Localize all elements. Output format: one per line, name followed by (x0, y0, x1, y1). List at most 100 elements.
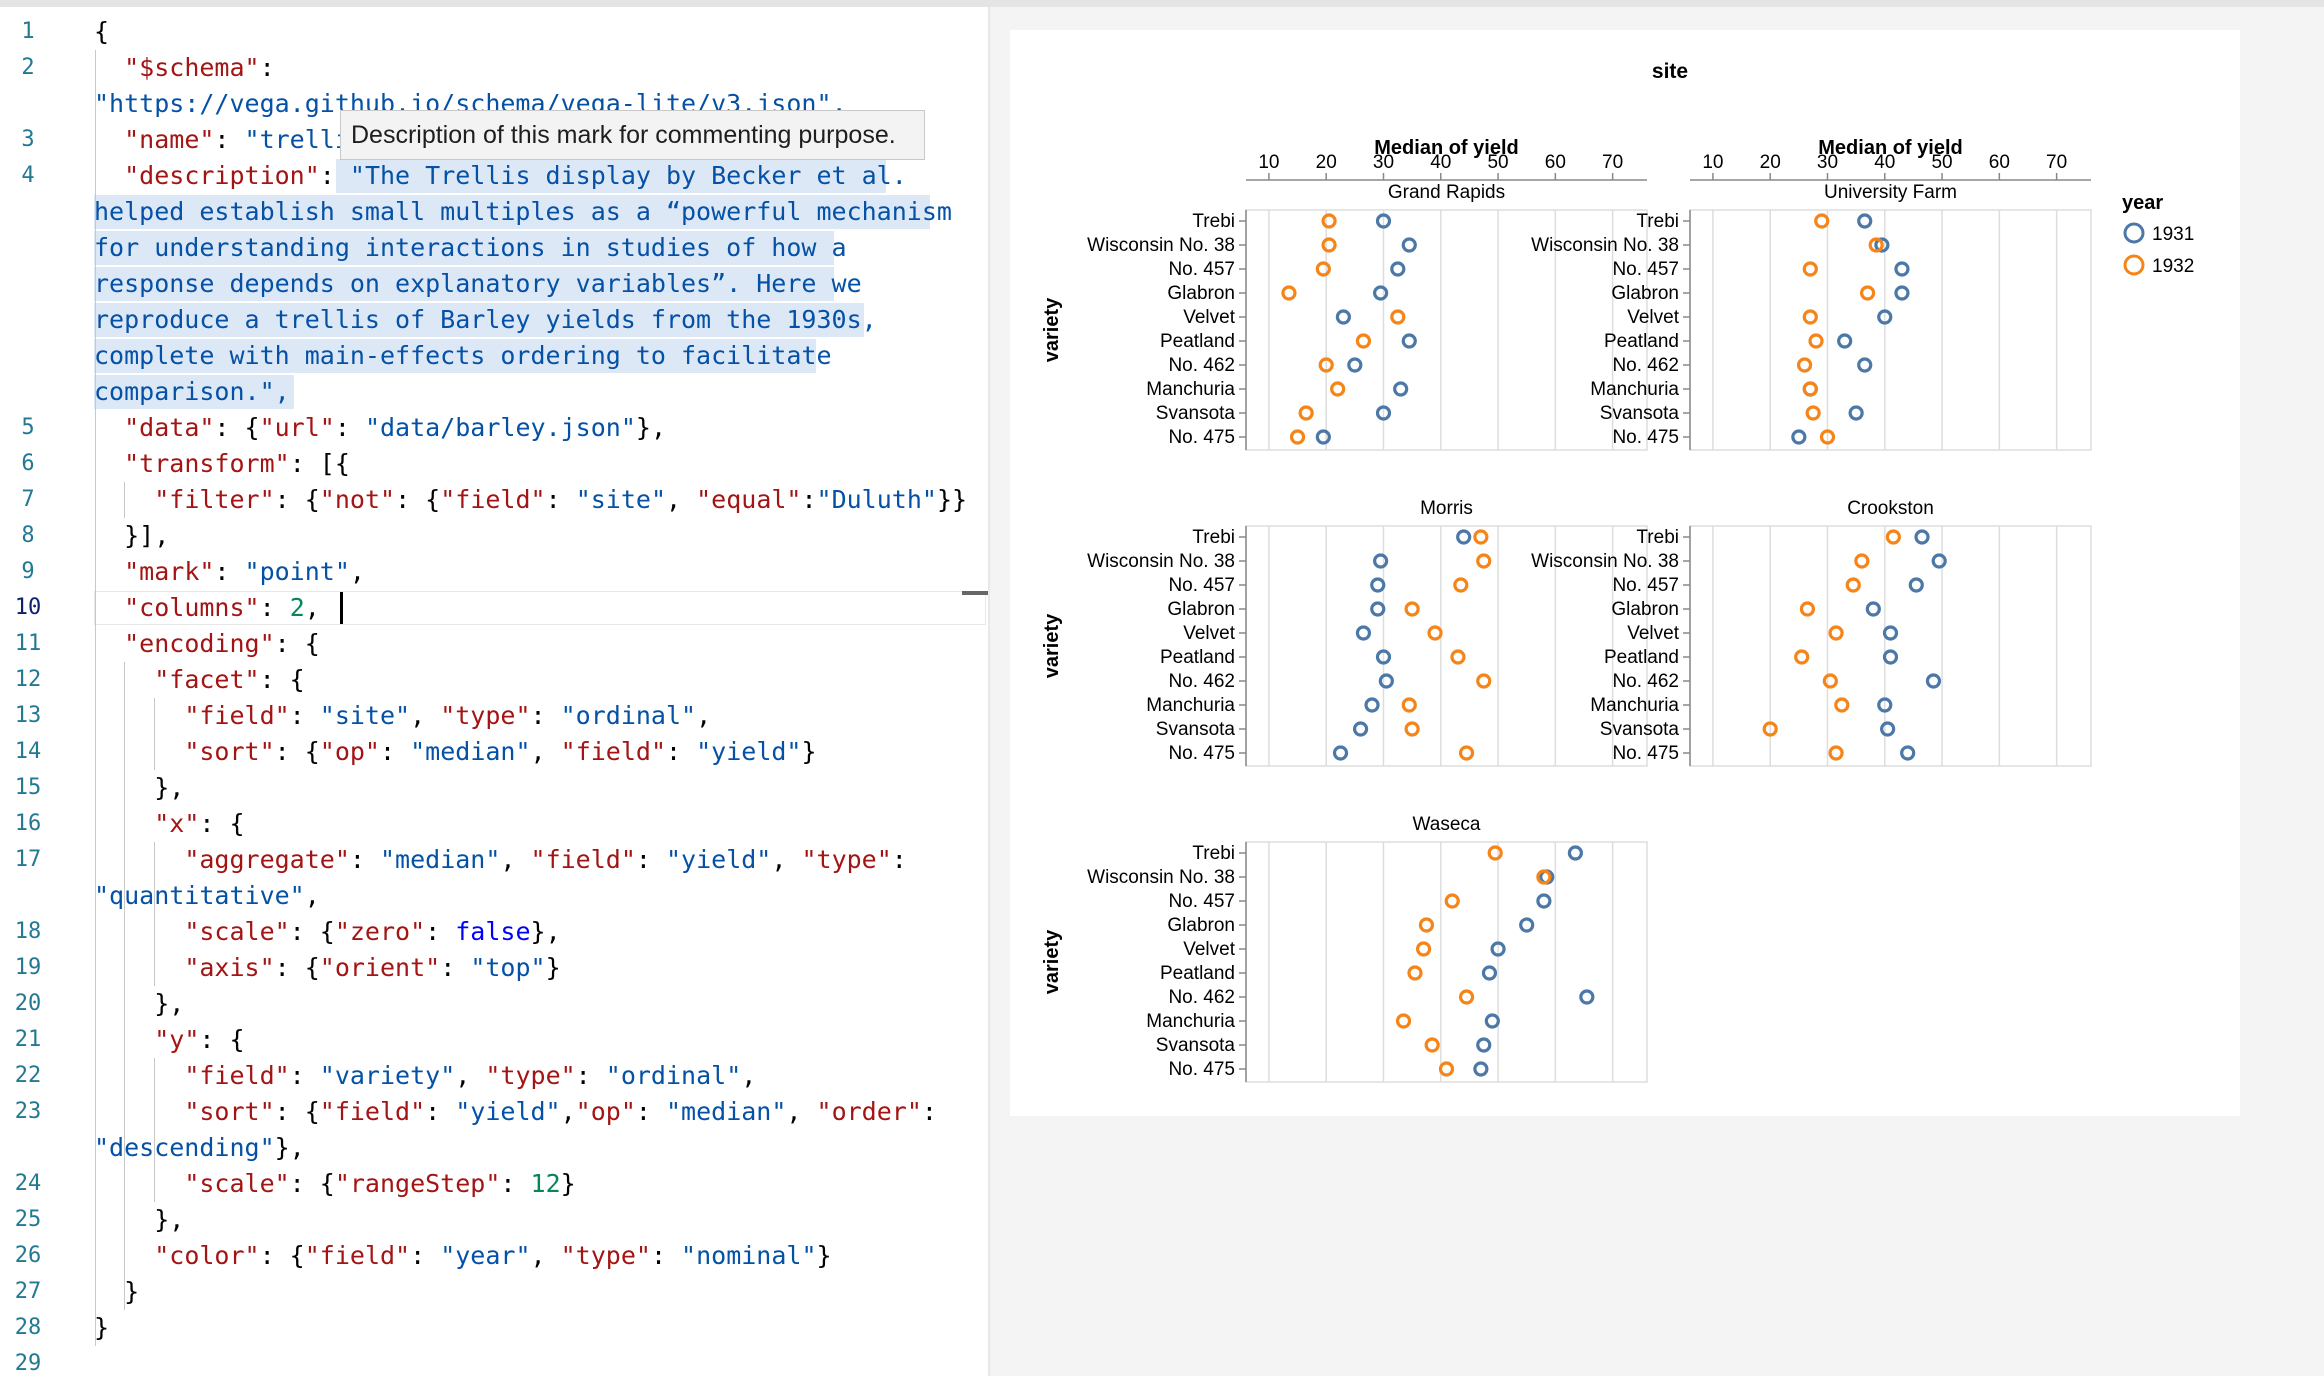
line-number: 12 (14, 667, 42, 692)
y-tick-label: No. 462 (1168, 987, 1235, 1008)
y-tick-label: Wisconsin No. 38 (1087, 235, 1235, 256)
data-point-1932 (1828, 625, 1844, 641)
data-point-1932 (1868, 237, 1884, 253)
code-line-19[interactable]: "axis": {"orient": "top"} (184, 953, 561, 982)
y-axis-title: variety (1041, 929, 1063, 994)
selection-highlight (94, 195, 930, 229)
data-point-1931 (1567, 845, 1583, 861)
code-line-22[interactable]: "field": "variety", "type": "ordinal", (184, 1061, 757, 1090)
data-point-1931 (1352, 721, 1369, 737)
code-line-4-wrap[interactable]: complete with main-effects ordering to f… (94, 341, 832, 370)
code-line-28[interactable]: } (94, 1313, 110, 1342)
selection-highlight (94, 267, 834, 301)
indent-guide (95, 50, 96, 122)
data-point-1932 (1330, 381, 1346, 397)
legend-label: 1931 (2152, 224, 2194, 245)
code-line-11[interactable]: "encoding": { (124, 629, 320, 658)
data-point-1932 (1802, 261, 1818, 277)
y-tick-label: Wisconsin No. 38 (1531, 551, 1679, 572)
code-line-27[interactable]: } (124, 1277, 140, 1306)
code-line-6[interactable]: "transform": [{ (124, 449, 350, 478)
x-tick-label: 50 (1931, 152, 1952, 173)
code-line-20[interactable]: }, (94, 989, 185, 1018)
code-line-8[interactable]: }], (124, 521, 170, 550)
x-tick-label: 20 (1760, 152, 1781, 173)
line-number: 28 (14, 1315, 42, 1340)
y-tick-label: Glabron (1611, 283, 1679, 304)
line-number: 27 (14, 1279, 42, 1304)
code-line-4-wrap[interactable]: helped establish small multiples as a “p… (94, 197, 952, 226)
code-line-4-wrap[interactable]: response depends on explanatory variable… (94, 269, 862, 298)
data-point-1931 (1375, 213, 1392, 229)
data-point-1932 (1458, 989, 1475, 1005)
code-line-14[interactable]: "sort": {"op": "median", "field": "yield… (184, 737, 817, 766)
data-point-1931 (1874, 237, 1890, 253)
data-point-1932 (1424, 1037, 1440, 1053)
data-point-1931 (1393, 381, 1409, 397)
data-point-1932 (1828, 745, 1844, 761)
data-point-1931 (1476, 1037, 1492, 1053)
y-tick-label: Trebi (1192, 527, 1235, 548)
code-line-10[interactable]: "columns": 2, (124, 593, 320, 622)
selection-highlight (336, 159, 886, 193)
line-number: 19 (14, 955, 42, 980)
line-number: 13 (14, 703, 42, 728)
code-line-26[interactable]: "color": {"field": "year", "type": "nomi… (154, 1241, 832, 1270)
line-number: 21 (14, 1027, 42, 1052)
code-line-12[interactable]: "facet": { (154, 665, 305, 694)
code-line-4-wrap[interactable]: reproduce a trellis of Barley yields fro… (94, 305, 877, 334)
line-number: 7 (21, 487, 35, 512)
code-line-17-wrap[interactable]: "quantitative", (94, 881, 320, 910)
code-line-4-wrap[interactable]: comparison.", (94, 377, 290, 406)
code-line-1[interactable]: { (94, 17, 110, 46)
line-number: 16 (14, 811, 42, 836)
data-point-1932 (1802, 309, 1818, 325)
data-point-1931 (1865, 601, 1881, 617)
y-tick-label: Glabron (1611, 599, 1679, 620)
code-line-25[interactable]: }, (94, 1205, 185, 1234)
x-tick-label: 40 (1874, 152, 1895, 173)
code-line-23-wrap[interactable]: "descending"}, (94, 1133, 305, 1162)
y-tick-label: Trebi (1192, 843, 1235, 864)
code-line-17[interactable]: "aggregate": "median", "field": "yield",… (184, 845, 907, 874)
y-tick-label: Svansota (1600, 719, 1680, 740)
y-tick-label: No. 475 (1168, 427, 1235, 448)
indent-guide (154, 842, 155, 986)
code-line-15[interactable]: }, (94, 773, 185, 802)
data-point-1932 (1814, 213, 1830, 229)
code-line-24[interactable]: "scale": {"rangeStep": 12} (184, 1169, 576, 1198)
code-line-16[interactable]: "x": { (154, 809, 245, 838)
code-line-4-wrap[interactable]: for understanding interactions in studie… (94, 233, 847, 262)
x-tick-label: 30 (1817, 152, 1838, 173)
code-line-4[interactable]: "description": "The Trellis display by B… (124, 161, 907, 190)
pane-divider[interactable] (988, 7, 990, 1376)
y-tick-label: Wisconsin No. 38 (1531, 235, 1679, 256)
data-point-1932 (1473, 529, 1489, 545)
facet-plot-area (1689, 209, 2092, 451)
y-tick-label: No. 462 (1612, 671, 1679, 692)
code-line-9[interactable]: "mark": "point", (124, 557, 365, 586)
selection-highlight (94, 339, 816, 373)
code-line-18[interactable]: "scale": {"zero": false}, (184, 917, 561, 946)
code-line-13[interactable]: "field": "site", "type": "ordinal", (184, 701, 712, 730)
data-point-1932 (1315, 261, 1331, 277)
data-point-1931 (1373, 285, 1389, 301)
data-point-1931 (1908, 577, 1924, 593)
line-number: 1 (21, 19, 35, 44)
code-editor[interactable]: 1 2 3 4 5 6 7 8 9 10 11 12 13 14 15 16 1… (0, 7, 990, 1376)
code-line-5[interactable]: "data": {"url": "data/barley.json"}, (124, 413, 666, 442)
data-point-1932 (1799, 601, 1816, 617)
y-tick-label: Manchuria (1590, 695, 1679, 716)
data-point-1932 (1321, 213, 1337, 229)
code-line-21[interactable]: "y": { (154, 1025, 245, 1054)
code-line-2[interactable]: "$schema": (124, 53, 275, 82)
code-line-23[interactable]: "sort": {"field": "yield","op": "median"… (184, 1097, 937, 1126)
data-point-1931 (1401, 333, 1417, 349)
facet-plot-area (1245, 841, 1648, 1083)
data-point-1931 (1401, 237, 1417, 253)
overview-ruler-marker (962, 591, 990, 595)
current-line-highlight (94, 591, 986, 625)
code-line-7[interactable]: "filter": {"not": {"field": "site", "equ… (154, 485, 968, 514)
data-point-1931 (1857, 357, 1873, 373)
data-point-1932 (1805, 405, 1821, 421)
